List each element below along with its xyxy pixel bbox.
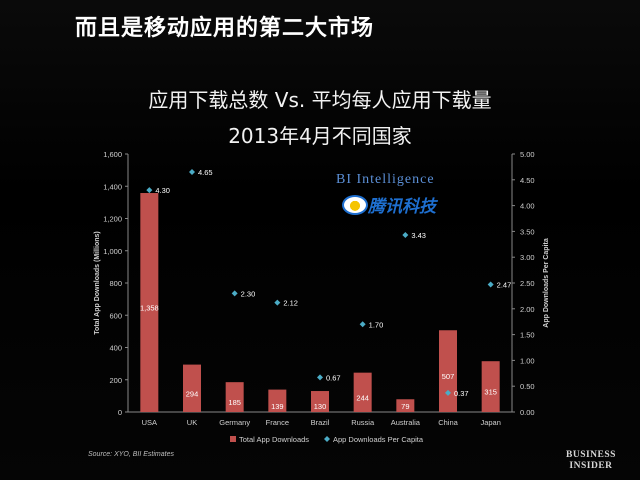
y2-tick-label: 5.00 bbox=[520, 150, 535, 159]
bar-data-label: 130 bbox=[314, 402, 327, 411]
bar bbox=[225, 382, 244, 412]
y2-tick-label: 2.50 bbox=[520, 279, 535, 288]
bar-data-label: 185 bbox=[228, 398, 241, 407]
bar bbox=[439, 330, 457, 412]
point-data-label: 0.67 bbox=[326, 373, 341, 382]
point-data-label: 3.43 bbox=[411, 231, 426, 240]
bar-data-label: 79 bbox=[401, 402, 409, 411]
bar bbox=[396, 399, 415, 412]
y-tick-label: 800 bbox=[109, 279, 122, 288]
y2-tick-label: 0.50 bbox=[520, 382, 535, 391]
bar bbox=[311, 391, 329, 412]
point-marker bbox=[402, 232, 409, 239]
y-tick-label: 1,600 bbox=[103, 150, 122, 159]
point-data-label: 2.47 bbox=[497, 281, 512, 290]
x-tick-label: Japan bbox=[480, 418, 500, 427]
point-data-label: 1.70 bbox=[369, 320, 384, 329]
x-tick-label: UK bbox=[187, 418, 197, 427]
tencent-logo-text: 腾讯科技 bbox=[368, 197, 436, 217]
y2-tick-label: 1.00 bbox=[520, 356, 535, 365]
y-tick-label: 200 bbox=[109, 376, 122, 385]
x-tick-label: USA bbox=[142, 418, 157, 427]
brand-line-2: INSIDER bbox=[569, 461, 613, 471]
x-tick-label: France bbox=[266, 418, 289, 427]
x-tick-label: Brazil bbox=[311, 418, 330, 427]
y2-tick-label: 0.00 bbox=[520, 408, 535, 417]
business-insider-logo: BUSINESS INSIDER bbox=[566, 450, 616, 472]
y2-tick-label: 1.50 bbox=[520, 331, 535, 340]
tencent-logo-icon bbox=[342, 195, 368, 215]
y2-tick-label: 4.50 bbox=[520, 176, 535, 185]
bar-data-label: 139 bbox=[271, 402, 284, 411]
y-tick-label: 400 bbox=[109, 344, 122, 353]
point-marker bbox=[317, 374, 323, 381]
bar-data-label: 1,358 bbox=[140, 304, 159, 313]
point-marker bbox=[189, 169, 195, 176]
bar bbox=[268, 389, 287, 412]
y-tick-label: 1,400 bbox=[103, 182, 122, 191]
legend-label-bar: Total App Downloads bbox=[239, 435, 309, 444]
y-tick-label: 600 bbox=[109, 311, 122, 320]
bar-data-label: 507 bbox=[442, 372, 455, 381]
chart-bars: 1,358 294 185 139 130 244 79 507 315 bbox=[140, 193, 500, 412]
y2-axis-title: App Downloads Per Capita bbox=[543, 238, 550, 328]
legend-swatch-point bbox=[324, 436, 330, 442]
point-marker bbox=[274, 299, 281, 306]
bi-intelligence-logo: BI Intelligence bbox=[336, 172, 435, 187]
x-tick-label: China bbox=[438, 418, 458, 427]
y-tick-label: 0 bbox=[118, 408, 122, 417]
y2-tick-label: 3.00 bbox=[520, 253, 535, 262]
brand-line-1: BUSINESS bbox=[566, 450, 616, 460]
point-data-label: 4.30 bbox=[155, 186, 170, 195]
bar bbox=[481, 361, 500, 412]
point-marker bbox=[231, 290, 238, 297]
legend-label-point: App Downloads Per Capita bbox=[333, 435, 424, 444]
chart-subtitle: 2013年4月不同国家 bbox=[228, 124, 412, 148]
bar bbox=[140, 193, 159, 412]
point-data-label: 2.30 bbox=[241, 289, 256, 298]
x-tick-label: Germany bbox=[219, 418, 250, 427]
y2-tick-label: 3.50 bbox=[520, 227, 535, 236]
bar bbox=[183, 364, 201, 412]
point-data-label: 0.37 bbox=[454, 389, 469, 398]
x-tick-label: Australia bbox=[391, 418, 421, 427]
point-marker bbox=[359, 321, 366, 328]
source-note: Source: XYO, BII Estimates bbox=[88, 451, 174, 458]
point-marker bbox=[445, 389, 451, 396]
y-tick-label: 1,000 bbox=[103, 247, 122, 256]
chart-legend: Total App Downloads App Downloads Per Cap… bbox=[230, 435, 424, 444]
bar-data-label: 244 bbox=[356, 393, 369, 402]
chart-points: 4.30 4.65 2.30 2.12 0.67 1.70 3.43 0.37 2.47 bbox=[146, 168, 511, 398]
y-tick-label: 1,200 bbox=[103, 215, 122, 224]
point-data-label: 4.65 bbox=[198, 168, 213, 177]
chart-title: 应用下载总数 Vs. 平均每人应用下载量 bbox=[148, 88, 492, 112]
x-tick-label: Russia bbox=[351, 418, 375, 427]
y-axis-title: Total App Downloads (Millions) bbox=[94, 231, 101, 334]
slide-heading: 而且是移动应用的第二大市场 bbox=[75, 16, 375, 41]
bar-data-label: 315 bbox=[484, 388, 497, 397]
point-marker bbox=[146, 187, 153, 194]
point-marker bbox=[487, 281, 494, 288]
point-data-label: 2.12 bbox=[283, 299, 298, 308]
bar-data-label: 294 bbox=[186, 389, 199, 398]
bar bbox=[353, 372, 372, 412]
legend-swatch-bar bbox=[230, 436, 236, 442]
y2-tick-label: 4.00 bbox=[520, 202, 535, 211]
y2-tick-label: 2.00 bbox=[520, 305, 535, 314]
